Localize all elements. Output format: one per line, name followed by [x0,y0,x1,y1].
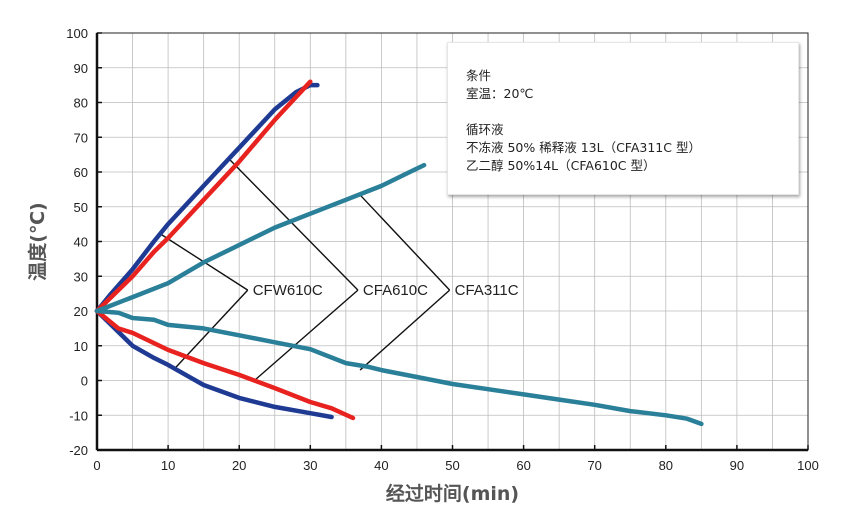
y-tick-label: -10 [69,408,88,423]
y-tick-label: 90 [74,61,88,76]
annotation-leader-line [359,289,451,371]
x-tick-label: 20 [232,458,246,473]
x-tick-label: 10 [161,458,175,473]
y-tick-label: 0 [81,374,88,389]
series-line-cfa610c-cooling [94,308,356,421]
y-axis-label: 温度(℃) [26,202,49,280]
y-tick-label: 100 [66,26,88,41]
series-line-cfa610c-heating [94,79,313,314]
annotation-leader-line [359,194,451,291]
x-tick-label: 60 [516,458,530,473]
x-axis-label: 经过时间(min) [386,482,519,505]
note-line: 条件 [466,68,492,83]
x-tick-label: 50 [445,458,459,473]
series-line-cfw610c-cooling [94,308,334,420]
x-tick-label: 0 [93,458,100,473]
annotation-leader-line [229,159,359,291]
annotation-label: CFA311C [455,282,519,299]
x-tick-label: 100 [797,458,819,473]
series-line-cfa311c-heating [94,162,427,314]
note-line: 循环液 [466,122,504,137]
note-line: ​ [466,103,798,121]
y-tick-label: 80 [74,96,88,111]
y-tick-label: 50 [74,200,88,215]
y-tick-label: -20 [69,443,88,458]
conditions-note: 条件 室温：20℃ ​ 循环液 不冻液 50% 稀释液 13L（CFA311C … [447,42,799,195]
y-tick-label: 30 [74,269,88,284]
series-line-cfa311c-cooling [94,308,704,427]
x-tick-label: 90 [730,458,744,473]
note-line: 乙二醇 50%14L（CFA610C 型） [466,158,656,173]
annotation-label: CFW610C [253,282,323,299]
note-line: 室温：20℃ [466,86,534,101]
y-tick-label: 60 [74,165,88,180]
annotation-label: CFA610C [363,282,428,299]
y-tick-label: 20 [74,304,88,319]
x-tick-label: 70 [587,458,601,473]
y-tick-label: 10 [74,339,88,354]
x-tick-label: 80 [659,458,673,473]
y-tick-label: 70 [74,130,88,145]
x-tick-label: 30 [303,458,317,473]
x-tick-label: 40 [374,458,388,473]
y-tick-label: 40 [74,235,88,250]
annotation-leader-line [254,289,359,381]
note-line: 不冻液 50% 稀释液 13L（CFA311C 型） [466,140,701,155]
